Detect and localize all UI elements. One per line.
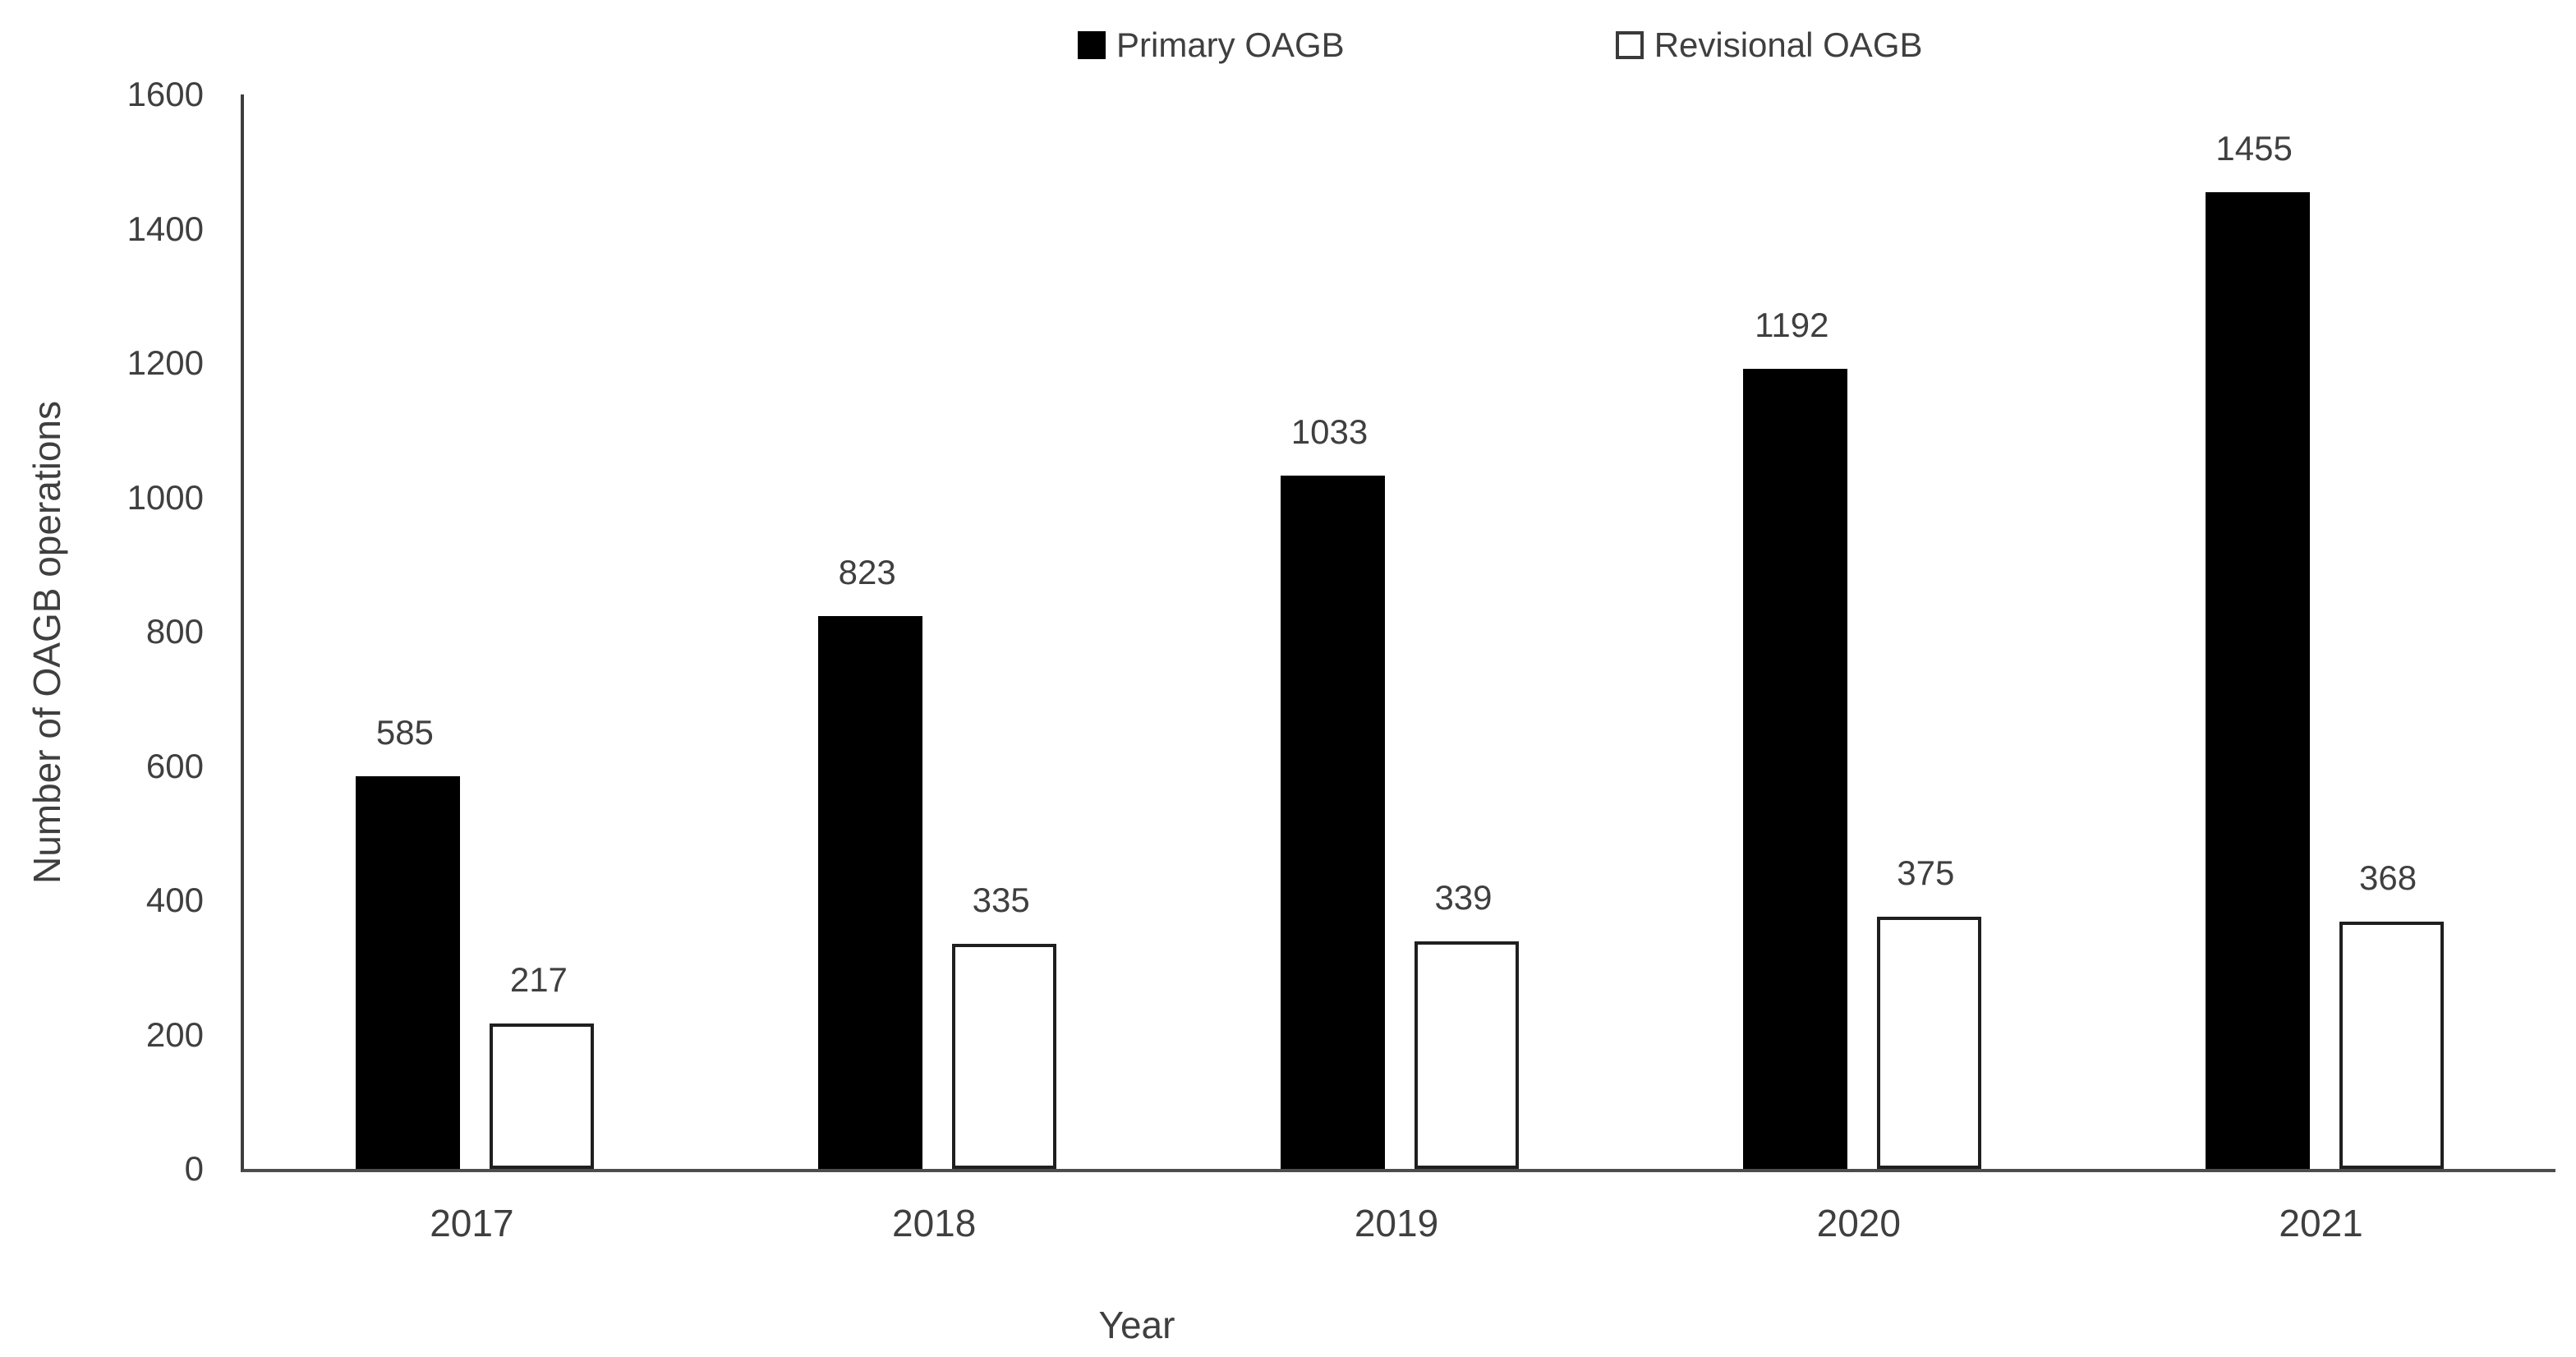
- bar-revisional: [952, 944, 1057, 1169]
- bar-value-label: 1192: [1755, 305, 1829, 344]
- legend-item-primary: Primary OAGB: [1078, 25, 1345, 66]
- y-tick-label: 1400: [126, 209, 204, 248]
- y-tick-label: 1600: [126, 75, 204, 113]
- bar-revisional: [490, 1023, 595, 1169]
- bar-primary: [356, 775, 461, 1169]
- y-tick-label: 1000: [126, 477, 204, 517]
- bar-value-label: 368: [2359, 858, 2417, 898]
- legend: Primary OAGB Revisional OAGB: [1078, 25, 1923, 66]
- y-tick-label: 600: [145, 746, 204, 785]
- y-tick-label: 400: [145, 881, 204, 919]
- bar-value-label: 1455: [2215, 128, 2293, 168]
- x-category-label: 2017: [430, 1202, 514, 1244]
- y-tick-label: 1200: [126, 343, 204, 382]
- bar-value-label: 335: [972, 881, 1030, 920]
- x-category-label: 2021: [2279, 1202, 2363, 1244]
- x-category-label: 2018: [892, 1202, 977, 1244]
- bar-primary: [1742, 368, 1847, 1169]
- bar-primary: [2205, 191, 2310, 1169]
- y-tick-label: 800: [145, 612, 204, 651]
- bar-revisional: [1414, 941, 1519, 1169]
- bar-value-label: 823: [838, 553, 896, 592]
- bar-primary: [1281, 475, 1385, 1169]
- bar-primary: [818, 616, 923, 1169]
- y-tick-label: 200: [145, 1014, 204, 1054]
- bar-revisional: [2339, 922, 2444, 1169]
- bar-revisional: [1876, 917, 1981, 1169]
- y-tick-label: 0: [184, 1149, 204, 1188]
- bar-value-label: 339: [1434, 877, 1493, 917]
- legend-item-revisional: Revisional OAGB: [1615, 25, 1923, 66]
- x-category-label: 2019: [1354, 1202, 1439, 1244]
- bar-value-label: 1033: [1290, 412, 1368, 451]
- bar-value-label: 217: [509, 959, 568, 999]
- filled-square-icon: [1078, 31, 1106, 59]
- x-category-label: 2020: [1816, 1202, 1901, 1244]
- bar-value-label: 375: [1897, 853, 1955, 893]
- legend-label-primary: Primary OAGB: [1116, 25, 1345, 64]
- open-square-icon: [1615, 31, 1644, 59]
- legend-label-revisional: Revisional OAGB: [1654, 25, 1923, 64]
- x-axis-title: Year: [1098, 1304, 1175, 1346]
- plot-area: [241, 94, 2555, 1172]
- bar-value-label: 585: [375, 712, 434, 752]
